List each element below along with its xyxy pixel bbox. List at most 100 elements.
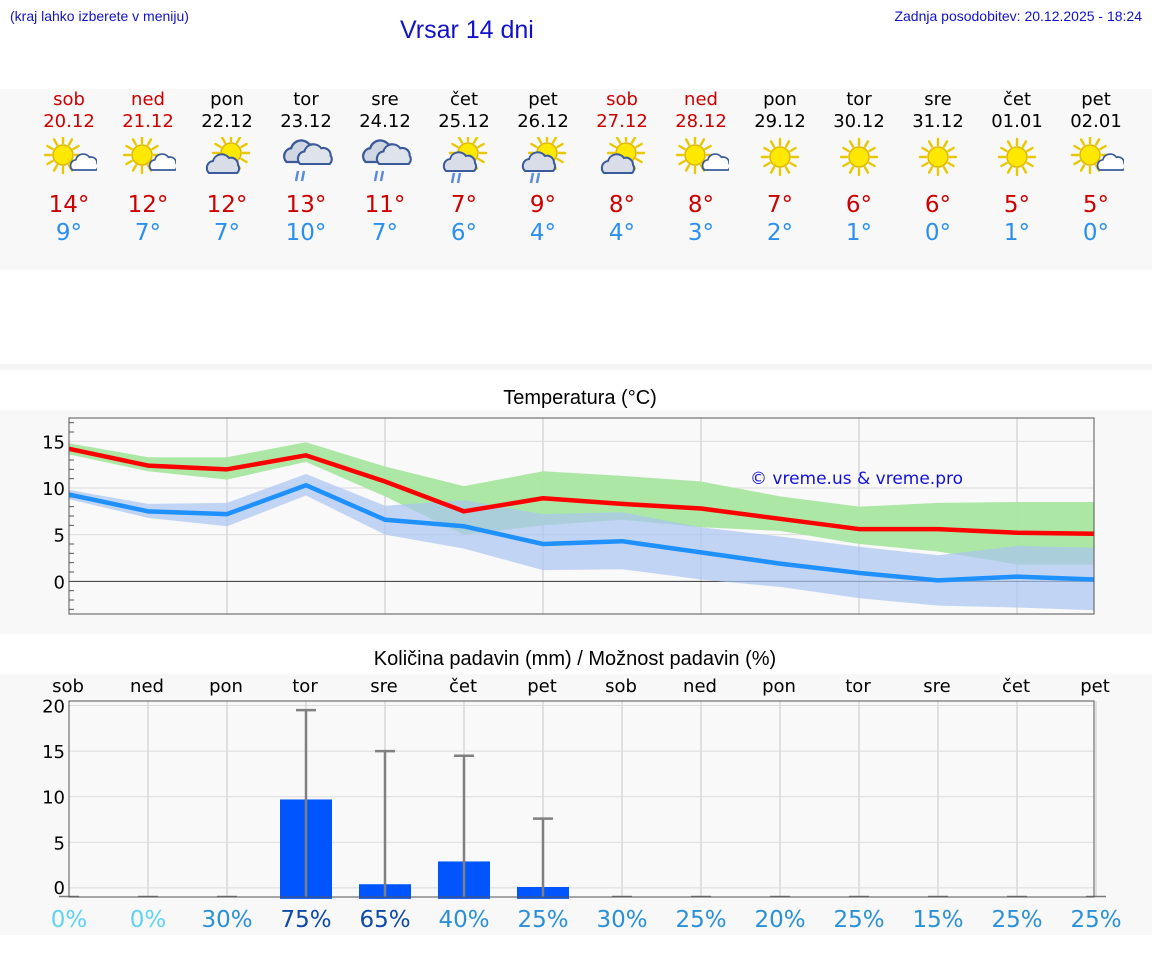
divider xyxy=(0,364,1152,370)
precipitation-chart-title: Količina padavin (mm) / Možnost padavin … xyxy=(373,648,777,670)
page-title: Vrsar 14 dni xyxy=(400,16,534,44)
temp-max: 8° xyxy=(608,192,636,218)
y-tick-label: 10 xyxy=(42,788,65,809)
temp-min: 1° xyxy=(845,220,873,246)
plot-border xyxy=(68,700,1095,898)
precip-probability: 75% xyxy=(280,907,331,933)
day-name: ned xyxy=(131,89,165,110)
day-name: sob xyxy=(53,89,85,110)
day-column: čet 25.12 7° 6° xyxy=(426,88,502,247)
sun-rain-icon xyxy=(521,137,567,184)
day-date: 01.01 xyxy=(991,111,1043,132)
temp-max: 6° xyxy=(924,192,952,218)
precip-probability: 65% xyxy=(359,907,410,933)
temperature-chart: 0 5 10 15 © vreme.us & vreme.pro xyxy=(42,417,1095,615)
sun-cloud-icon xyxy=(122,137,176,175)
day-label: ned xyxy=(130,676,164,697)
rain-cloud-icon xyxy=(282,139,333,182)
min-temp-line xyxy=(68,482,1095,583)
precip-probability: 25% xyxy=(1070,907,1121,933)
temp-max: 13° xyxy=(285,192,327,218)
temp-min: 9° xyxy=(55,220,83,246)
day-name: čet xyxy=(449,89,479,110)
y-tick-label: 5 xyxy=(54,526,65,547)
day-column: ned 28.12 8° 3° xyxy=(663,88,739,247)
day-date: 20.12 xyxy=(43,111,95,132)
day-label: sre xyxy=(923,676,950,697)
partly-cloudy-icon xyxy=(205,137,251,174)
day-label: sob xyxy=(52,676,84,697)
temp-max: 9° xyxy=(529,192,557,218)
day-column: sob 27.12 8° 4° xyxy=(584,88,660,247)
day-column: ned 21.12 12° 7° xyxy=(110,88,186,247)
day-label: pon xyxy=(762,676,796,697)
precip-probability: 30% xyxy=(201,907,252,933)
max-temp-range xyxy=(69,442,1094,565)
precip-probability: 30% xyxy=(596,907,647,933)
day-column: pet 26.12 9° 4° xyxy=(505,88,581,247)
day-name: tor xyxy=(846,89,872,110)
precip-probability: 0% xyxy=(130,907,167,933)
day-name: čet xyxy=(1002,89,1032,110)
day-label: čet xyxy=(1002,676,1030,697)
day-date: 02.01 xyxy=(1070,111,1122,132)
day-label: pon xyxy=(209,676,243,697)
temp-min: 10° xyxy=(285,220,327,246)
precip-probability: 15% xyxy=(912,907,963,933)
max-temp-line xyxy=(68,446,1095,536)
y-tick-label: 20 xyxy=(42,697,65,718)
day-column: tor 30.12 6° 1° xyxy=(821,88,897,247)
day-name: tor xyxy=(293,89,319,110)
day-column: pet 02.01 5° 0° xyxy=(1058,88,1134,247)
day-label: pet xyxy=(1080,676,1110,697)
sun-icon xyxy=(918,137,958,177)
temp-min: 7° xyxy=(371,220,399,246)
sun-cloud-icon xyxy=(675,137,729,175)
day-column: pon 22.12 12° 7° xyxy=(189,88,265,247)
temp-min: 4° xyxy=(529,220,557,246)
day-column: tor 23.12 13° 10° xyxy=(268,88,344,247)
sun-icon xyxy=(760,137,800,177)
precip-probability: 25% xyxy=(833,907,884,933)
temp-max: 5° xyxy=(1082,192,1110,218)
sun-icon xyxy=(839,137,879,177)
watermark: © vreme.us & vreme.pro xyxy=(750,469,963,489)
temp-max: 5° xyxy=(1003,192,1031,218)
plot-area xyxy=(69,701,1094,897)
day-name: sob xyxy=(606,89,638,110)
precip-probability: 20% xyxy=(754,907,805,933)
temp-min: 0° xyxy=(924,220,952,246)
day-column: pon 29.12 7° 2° xyxy=(742,88,818,247)
temp-max: 12° xyxy=(206,192,248,218)
day-date: 21.12 xyxy=(122,111,174,132)
day-label: ned xyxy=(683,676,717,697)
temp-max: 12° xyxy=(127,192,169,218)
temp-max: 6° xyxy=(845,192,873,218)
day-label: sre xyxy=(370,676,397,697)
precip-probability: 0% xyxy=(51,907,88,933)
day-label: tor xyxy=(845,676,871,697)
day-label: tor xyxy=(292,676,318,697)
day-label: sob xyxy=(605,676,637,697)
plot-border xyxy=(68,417,1095,615)
temp-min: 4° xyxy=(608,220,636,246)
y-tick-label: 15 xyxy=(42,432,65,453)
y-tick-label: 5 xyxy=(54,833,65,854)
day-date: 31.12 xyxy=(912,111,964,132)
day-date: 28.12 xyxy=(675,111,727,132)
temp-min: 1° xyxy=(1003,220,1031,246)
precip-probability: 25% xyxy=(517,907,568,933)
day-date: 24.12 xyxy=(359,111,411,132)
day-name: pet xyxy=(1081,89,1111,110)
day-column: čet 01.01 5° 1° xyxy=(979,88,1055,247)
temp-max: 7° xyxy=(766,192,794,218)
day-name: sre xyxy=(924,89,952,110)
day-column: sre 31.12 6° 0° xyxy=(900,88,976,247)
precip-probability: 25% xyxy=(675,907,726,933)
day-name: sre xyxy=(371,89,399,110)
temp-max: 7° xyxy=(450,192,478,218)
last-updated: Zadnja posodobitev: 20.12.2025 - 18:24 xyxy=(894,8,1142,24)
precip-probability: 40% xyxy=(438,907,489,933)
sun-cloud-icon xyxy=(43,137,97,175)
